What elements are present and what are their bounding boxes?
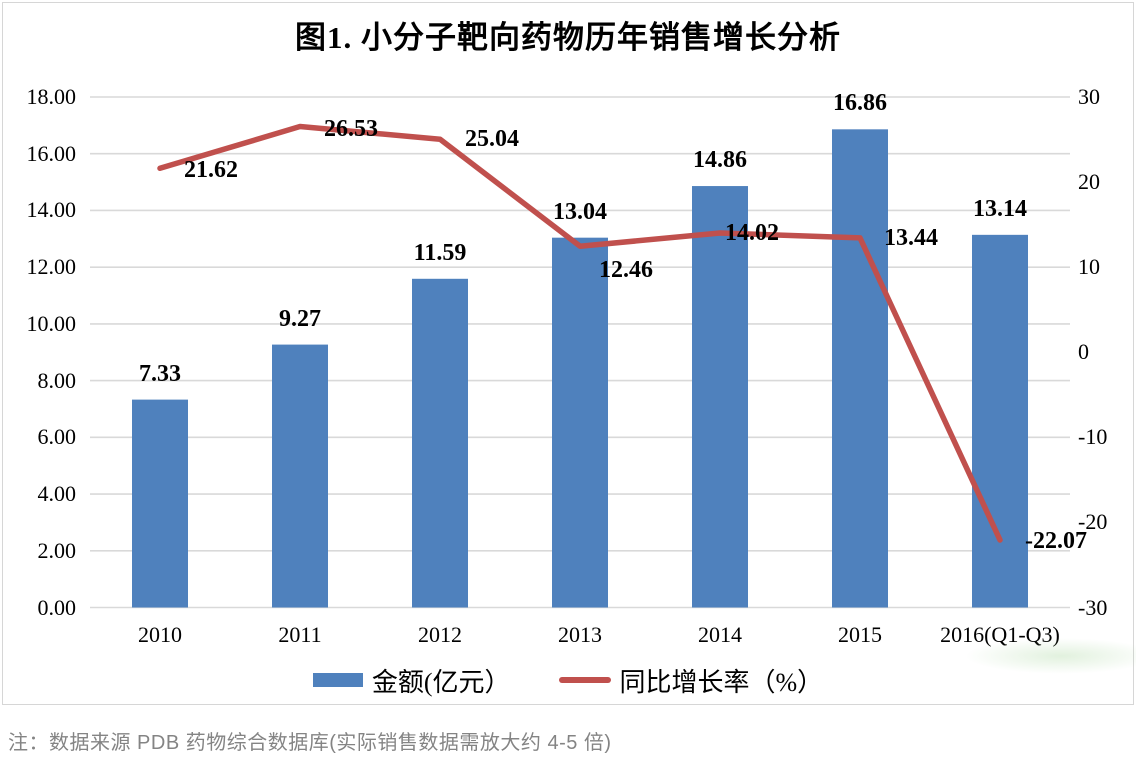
source-note: 注：数据来源 PDB 药物综合数据库(实际销售数据需放大约 4-5 倍) — [8, 732, 612, 754]
legend-item-amount: 金额(亿元） — [312, 662, 511, 699]
left-axis-tick: 12.00 — [26, 254, 77, 280]
x-axis-label: 2010 — [138, 622, 182, 647]
legend-line-label: 同比增长率（%） — [619, 667, 824, 697]
bar-value-label: 14.86 — [693, 147, 747, 174]
x-axis-label: 2011 — [278, 622, 322, 647]
growth-rate-line — [157, 123, 1003, 543]
bar-series-swatch-icon — [312, 673, 363, 687]
line-value-label: 13.44 — [884, 224, 938, 251]
bar-value-label: 11.59 — [413, 239, 467, 266]
bar-2013 — [552, 237, 608, 608]
x-axis-label: 2014 — [698, 622, 742, 647]
legend-bar-label: 金额(亿元） — [371, 667, 511, 697]
line-value-label: 14.02 — [725, 219, 779, 246]
line-value-label: 21.62 — [184, 157, 238, 184]
legend: 金额(亿元） 同比增长率（%） — [0, 660, 1136, 700]
bar-value-label: 13.04 — [553, 198, 607, 225]
legend-item-growth: 同比增长率（%） — [558, 662, 824, 699]
bar-2011 — [272, 344, 328, 608]
bar-2015 — [832, 129, 888, 608]
bar-value-label: 7.33 — [139, 360, 181, 387]
left-axis-tick: 0.00 — [37, 594, 77, 620]
line-series-swatch-icon — [558, 677, 611, 683]
left-axis-tick: 18.00 — [26, 84, 77, 109]
left-axis-tick: 14.00 — [26, 197, 77, 223]
bar-2010 — [132, 399, 188, 608]
bar-value-label: 16.86 — [833, 90, 887, 117]
bar-2012 — [412, 278, 468, 608]
line-value-label: 25.04 — [465, 126, 519, 153]
left-axis-tick: 6.00 — [37, 424, 77, 450]
right-axis-tick: 20 — [1078, 169, 1100, 195]
bar-2014 — [692, 186, 748, 608]
x-axis-label: 2013 — [558, 622, 602, 647]
right-axis-tick: -10 — [1078, 424, 1108, 450]
left-axis-tick: 8.00 — [37, 367, 77, 393]
right-axis-tick: 0 — [1078, 339, 1089, 365]
line-value-label: -22.07 — [1025, 528, 1087, 555]
left-axis-tick: 4.00 — [37, 481, 77, 507]
right-axis-tick: -20 — [1078, 509, 1108, 535]
right-axis-tick: 10 — [1078, 254, 1100, 280]
line-value-label: 12.46 — [599, 257, 653, 284]
line-value-label: 26.53 — [324, 115, 378, 142]
right-axis-tick: -30 — [1078, 594, 1108, 620]
chart-title: 图1. 小分子靶向药物历年销售增长分析 — [295, 20, 841, 55]
x-axis-label: 2012 — [418, 622, 462, 647]
x-axis-label: 2015 — [838, 622, 882, 647]
bar-2016(Q1-Q3) — [972, 234, 1028, 608]
left-axis-tick: 16.00 — [26, 140, 77, 166]
x-axis-label: 2016(Q1-Q3) — [940, 622, 1060, 647]
bar-value-label: 13.14 — [973, 195, 1027, 222]
left-axis-tick: 10.00 — [26, 310, 77, 336]
right-axis-tick: 30 — [1078, 84, 1100, 109]
bar-value-label: 9.27 — [279, 305, 321, 332]
left-axis-tick: 2.00 — [37, 537, 77, 563]
